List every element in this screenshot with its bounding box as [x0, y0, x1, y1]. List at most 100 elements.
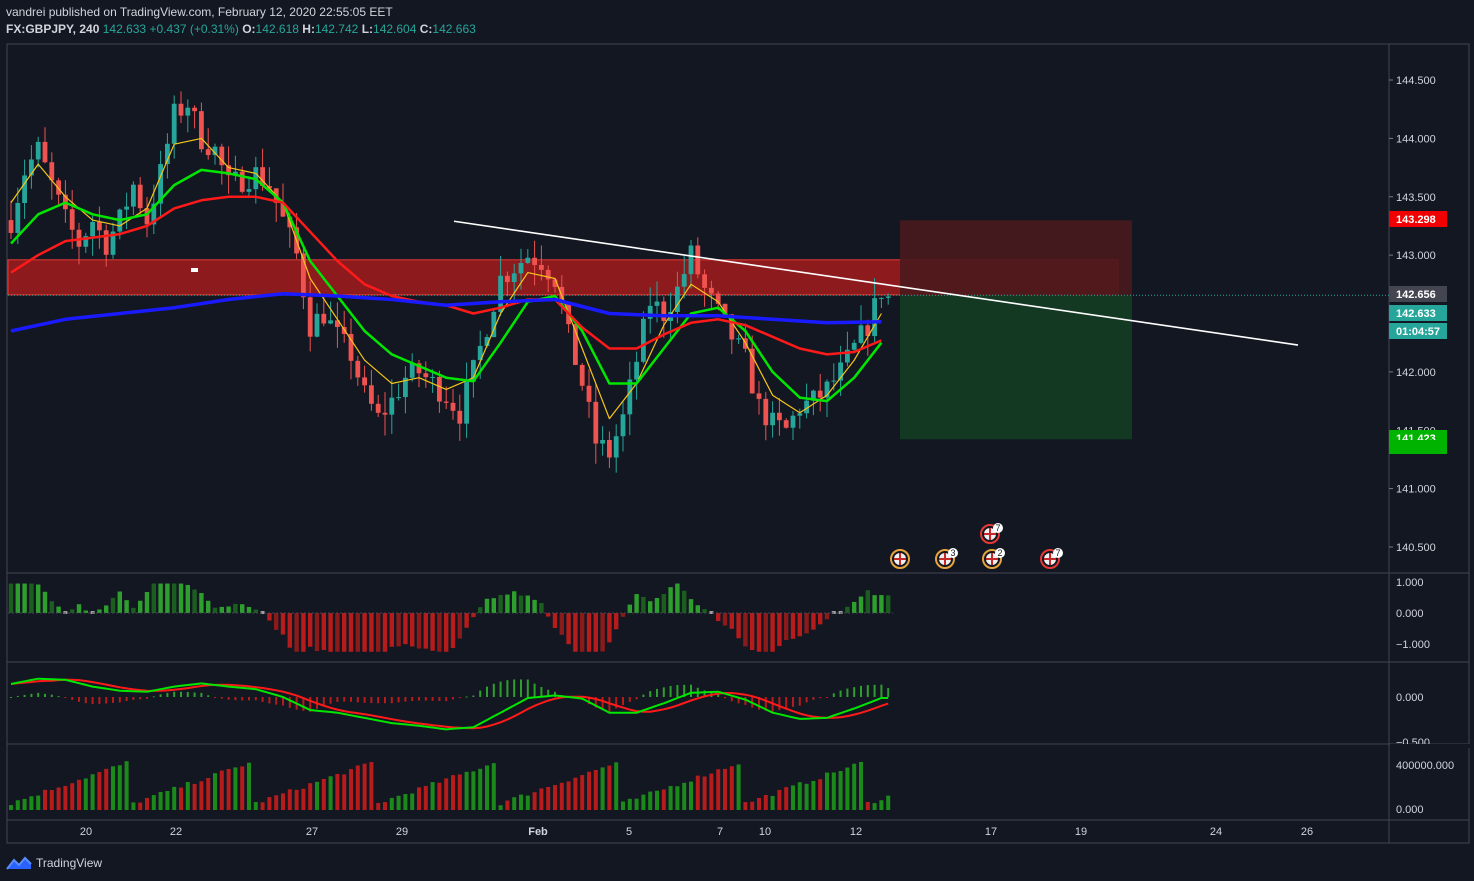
candle-body	[192, 107, 197, 112]
macd-line	[10, 677, 889, 731]
price-tag-extra	[1389, 440, 1447, 454]
macd-histogram-bar	[601, 697, 604, 711]
indicator-tick-label: 0.000	[1396, 608, 1424, 620]
macd-histogram-bar	[452, 697, 454, 700]
candle-body	[851, 342, 857, 350]
histogram-bar	[661, 594, 666, 613]
volume-bar	[886, 795, 891, 810]
volume-bar	[634, 798, 639, 810]
histogram-bar	[355, 613, 360, 652]
low-label: L:	[361, 22, 374, 36]
volume-bar	[655, 790, 659, 810]
histogram-bar	[314, 613, 320, 652]
candle-body	[790, 415, 796, 428]
candle-body	[437, 376, 442, 402]
histogram-bar	[688, 599, 694, 613]
time-tick-label: 10	[759, 826, 771, 838]
histogram-bar	[308, 613, 313, 647]
close-value: 142.663	[432, 22, 476, 36]
volume-bar	[797, 782, 802, 810]
histogram-bar	[246, 606, 252, 613]
price-tag: 142.633	[1389, 305, 1447, 321]
macd-histogram-bar	[23, 694, 26, 697]
volume-bar	[77, 779, 81, 810]
volume-bar	[362, 763, 367, 810]
candle-body	[695, 245, 701, 275]
macd-histogram-bar	[322, 697, 325, 707]
histogram-bar	[437, 613, 442, 652]
volume-bar	[573, 777, 578, 810]
macd-histogram-bar	[132, 697, 135, 701]
candle-body	[505, 275, 510, 283]
histogram-bar	[858, 596, 864, 613]
macd-histogram-bar	[785, 697, 788, 709]
legend-ohlc: FX:GBPJPY, 240 142.633 +0.437 (+0.31%) O…	[6, 21, 476, 38]
volume-bar	[811, 780, 816, 810]
macd-histogram-bar	[50, 694, 53, 697]
macd-histogram-bar	[384, 697, 386, 704]
time-tick-label: 24	[1210, 826, 1222, 838]
candle-body	[131, 184, 136, 207]
symbol-label[interactable]: FX:GBPJPY, 240	[6, 22, 100, 36]
macd-histogram-bar	[846, 688, 849, 697]
histogram-bar	[573, 613, 578, 652]
macd-histogram-bar	[57, 696, 60, 698]
candle-body	[362, 377, 367, 386]
volume-bar	[784, 787, 789, 810]
histogram-bar	[172, 583, 177, 613]
macd-histogram-bar	[282, 697, 284, 706]
candle-body	[477, 345, 483, 361]
candle-body	[375, 403, 381, 413]
histogram-bar	[804, 613, 809, 634]
volume-bar	[600, 767, 605, 810]
volume-bar	[117, 765, 122, 810]
macd-histogram-bar	[350, 697, 352, 702]
macd-histogram-bar	[112, 697, 114, 703]
candle-body	[675, 286, 680, 312]
volume-bar	[689, 781, 693, 810]
histogram-bar	[97, 609, 102, 613]
histogram-bar	[348, 613, 354, 652]
price-tag-text: 01:04:57	[1396, 326, 1440, 338]
macd-histogram-bar	[717, 694, 720, 697]
open-label: O:	[242, 22, 256, 36]
candle-body	[613, 436, 619, 458]
candle-body	[484, 337, 490, 346]
candle-body	[158, 164, 163, 204]
candle-body	[144, 208, 150, 225]
volume-bar	[233, 767, 238, 810]
macd-histogram-bar	[492, 683, 495, 697]
candle-body	[22, 175, 27, 204]
candle-body	[777, 412, 782, 421]
macd-histogram-bar	[778, 697, 781, 711]
histogram-bar	[403, 613, 408, 645]
volume-bar	[294, 789, 299, 810]
tradingview-footer[interactable]: TradingView	[6, 852, 102, 874]
histogram-bar	[818, 613, 823, 625]
candle-body	[42, 141, 48, 163]
price-tick-label: 143.000	[1396, 250, 1436, 262]
volume-bar	[151, 795, 156, 810]
volume-bar	[124, 761, 129, 810]
price-tag: 143.298	[1389, 211, 1447, 227]
candle-body	[552, 279, 558, 287]
macd-histogram-bar	[547, 689, 550, 697]
event-badge: 7	[1040, 548, 1063, 569]
macd-histogram-bar	[84, 697, 87, 704]
volume-bar	[172, 786, 177, 810]
histogram-bar	[641, 596, 646, 613]
volume-bar	[682, 782, 687, 810]
candle-body	[328, 320, 333, 324]
event-badge: 2	[982, 548, 1005, 569]
candle-body	[491, 311, 497, 338]
volume-bar	[403, 794, 408, 810]
histogram-bar	[614, 613, 619, 630]
volume-bar	[539, 788, 544, 810]
volume-bar	[457, 774, 462, 810]
macd-histogram-bar	[690, 684, 692, 697]
macd-histogram-bar	[826, 697, 828, 698]
histogram-bar	[763, 613, 768, 652]
price-tick-label: 141.000	[1396, 484, 1436, 496]
volume-bar	[777, 789, 782, 810]
